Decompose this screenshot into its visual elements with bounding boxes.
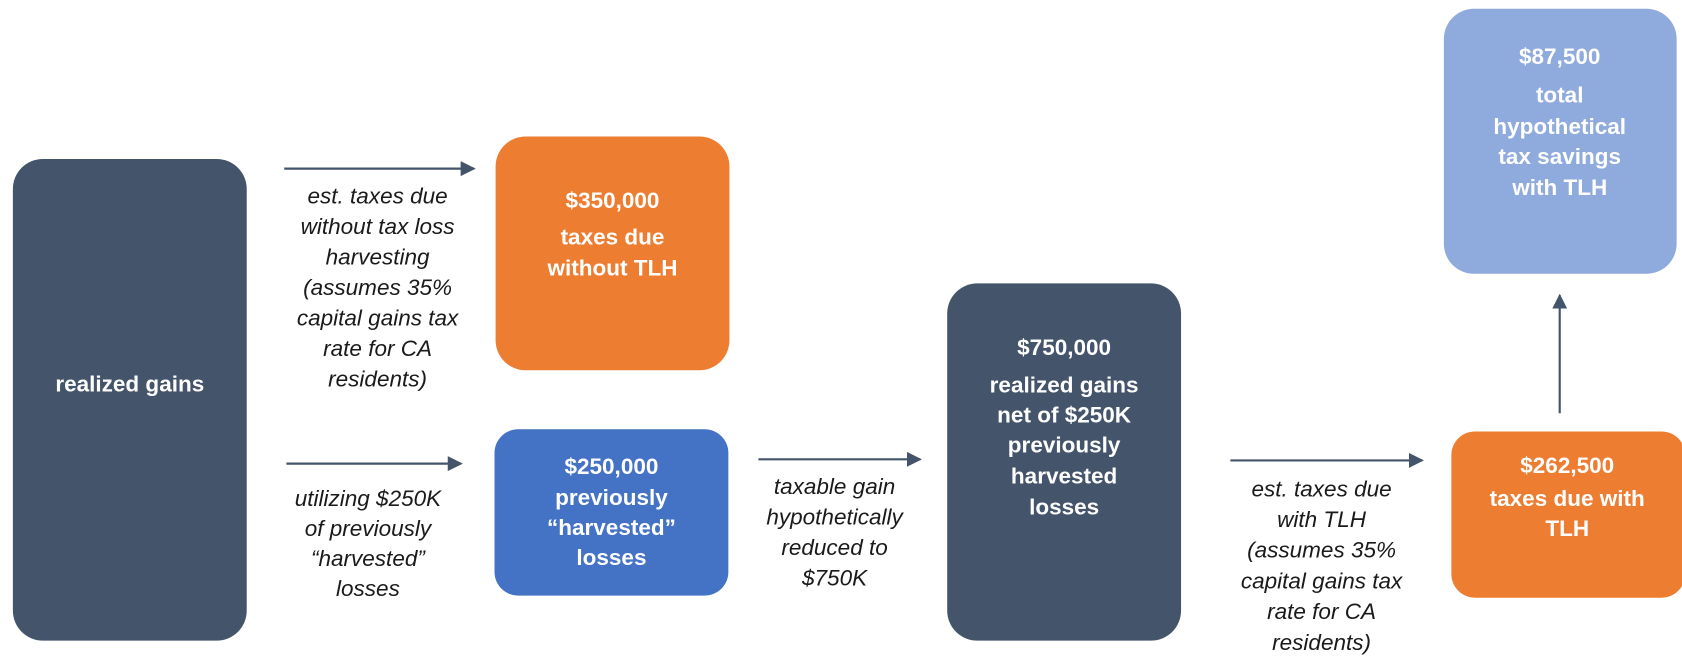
edge-label: est. taxes due [307,184,447,209]
edge-label: losses [336,576,400,601]
edge-label: without tax loss [301,214,455,239]
edge-label: harvesting [326,244,430,269]
node-label: taxes due with [1490,486,1645,511]
edge-label: utilizing $250K [295,486,442,511]
node-label: $87,500 [1519,44,1600,69]
edge-label: (assumes 35% [303,275,452,300]
node-label: taxes due [561,224,665,249]
node-label: losses [576,545,646,570]
node-box [1451,431,1682,598]
node-label: $750,000 [1017,335,1111,360]
node-box [12,158,247,641]
edge-label: rate for CA [323,336,432,361]
node-label: hypothetical [1493,114,1626,139]
edge-label: of previously [305,516,433,541]
edge-label: taxable gain [774,474,895,499]
node-label: “harvested” [547,515,676,540]
edge-label: capital gains tax [297,305,459,330]
node-label: net of $250K [997,402,1132,427]
node-box [947,283,1182,641]
node-label: previously [1008,432,1121,457]
node-box [1443,8,1677,274]
edge-label: residents) [1272,630,1371,655]
node-label: losses [1029,495,1099,520]
edge-label: with TLH [1277,507,1367,532]
node-box [495,136,730,371]
node-label: previously [555,485,668,510]
edge-label: hypothetically [766,505,904,530]
node-label: harvested [1011,464,1117,489]
node-label: total [1536,83,1584,108]
node-label: TLH [1545,516,1589,541]
edge-label: $750K [801,565,868,590]
edge-label: rate for CA [1267,599,1376,624]
node-label: tax savings [1498,144,1621,169]
edge-label: capital gains tax [1241,568,1403,593]
edge-label: “harvested” [311,546,426,571]
node-label: without TLH [546,255,677,280]
node-label: with TLH [1511,175,1607,200]
node-label: $262,500 [1520,453,1614,478]
node-label: realized gains [990,372,1139,397]
edge-label: est. taxes due [1251,476,1391,501]
edge-label: residents) [328,366,427,391]
node-label: $250,000 [564,454,658,479]
node-label: realized gains [55,371,204,396]
node-box [494,429,729,596]
edge-label: (assumes 35% [1247,538,1396,563]
edge-label: reduced to [781,535,887,560]
node-label: $350,000 [566,188,660,213]
